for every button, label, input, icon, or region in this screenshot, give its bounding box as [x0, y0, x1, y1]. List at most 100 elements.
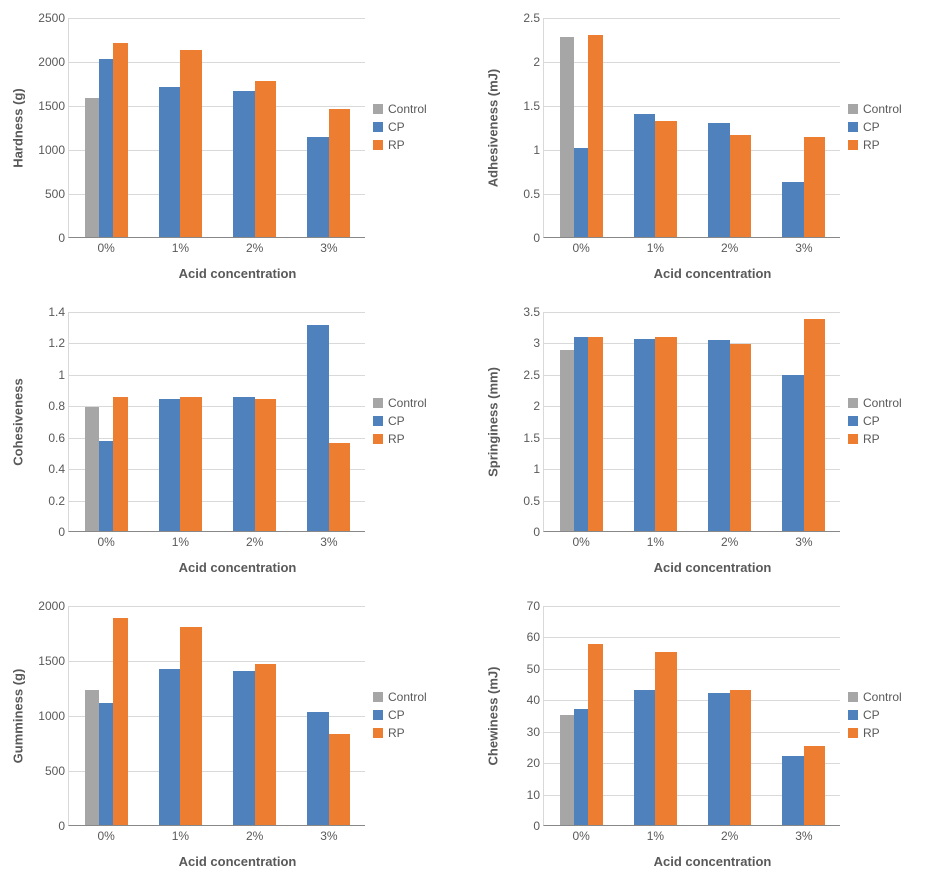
legend-item-control: Control — [848, 102, 902, 116]
bar-rp — [655, 121, 677, 237]
legend-swatch — [848, 434, 858, 444]
xtick-label: 3% — [795, 237, 812, 255]
legend-swatch — [373, 122, 383, 132]
bar-rp — [804, 746, 826, 825]
chart-panel-hardness: 050010001500200025000%1%2%3%Acid concent… — [0, 0, 475, 294]
ytick-label: 2500 — [38, 11, 69, 25]
legend-item-control: Control — [373, 102, 427, 116]
plot-area: 00.511.522.50%1%2%3% — [543, 18, 840, 238]
bar-rp — [255, 81, 277, 237]
chart-panel-springiness: 00.511.522.533.50%1%2%3%Acid concentrati… — [475, 294, 950, 588]
legend: ControlCPRP — [848, 102, 902, 156]
bar-cp — [708, 340, 730, 531]
xtick-label: 0% — [97, 237, 114, 255]
xtick-label: 1% — [647, 531, 664, 549]
bar-cp — [233, 397, 255, 531]
legend: Control CP RP — [373, 690, 427, 744]
ytick-label: 2 — [533, 399, 544, 413]
ytick-label: 0.5 — [523, 494, 544, 508]
legend-item-cp: CP — [848, 414, 902, 428]
legend-swatch — [373, 416, 383, 426]
ytick-label: 2 — [533, 55, 544, 69]
bar-cp — [99, 441, 113, 531]
yaxis-label: Hardness (g) — [11, 88, 26, 167]
bar-cp — [634, 339, 656, 531]
plot-area: 0102030405060700%1%2%3% — [543, 606, 840, 826]
ytick-label: 1500 — [38, 99, 69, 113]
bar-rp — [730, 690, 752, 825]
legend-item-rp: RP — [373, 432, 427, 446]
xaxis-label: Acid concentration — [654, 854, 772, 869]
bar-cp — [782, 182, 804, 237]
ytick-label: 0.4 — [48, 462, 69, 476]
legend-swatch — [373, 398, 383, 408]
xtick-label: 2% — [246, 531, 263, 549]
bar-cp — [99, 703, 113, 825]
legend-label: CP — [863, 708, 880, 722]
legend-swatch — [848, 122, 858, 132]
bar-rp — [804, 137, 826, 237]
legend-swatch — [848, 416, 858, 426]
bar-rp — [329, 109, 351, 237]
legend: ControlCPRP — [373, 396, 427, 450]
chart-panel-adhesiveness: 00.511.522.50%1%2%3%Acid concentrationAd… — [475, 0, 950, 294]
legend-label: Control — [863, 102, 902, 116]
ytick-label: 0.2 — [48, 494, 69, 508]
ytick-label: 1.5 — [523, 431, 544, 445]
xtick-label: 0% — [572, 825, 589, 843]
ytick-label: 0 — [533, 819, 544, 833]
bar-rp — [113, 43, 127, 237]
legend-swatch — [848, 398, 858, 408]
plot-area: 05001000150020000%1%2%3% — [68, 606, 365, 826]
legend-swatch — [373, 710, 383, 720]
bar-rp — [255, 664, 277, 825]
legend-label: Control — [388, 396, 427, 410]
yaxis-label: Springiness (mm) — [486, 367, 501, 477]
gridline — [544, 606, 840, 607]
legend: Control CP RP — [373, 102, 427, 156]
gridline — [69, 18, 365, 19]
xtick-label: 2% — [721, 531, 738, 549]
ytick-label: 0 — [58, 525, 69, 539]
ytick-label: 0 — [58, 231, 69, 245]
bar-cp — [307, 137, 329, 237]
legend-swatch — [848, 710, 858, 720]
legend-label: CP — [388, 708, 405, 722]
bar-cp — [307, 712, 329, 825]
legend-item-rp: RP — [848, 138, 902, 152]
gridline — [544, 18, 840, 19]
bar-control — [85, 98, 99, 237]
ytick-label: 1500 — [38, 654, 69, 668]
legend-label: RP — [863, 138, 880, 152]
bar-rp — [180, 50, 202, 237]
ytick-label: 40 — [527, 693, 544, 707]
bar-rp — [588, 644, 602, 825]
xtick-label: 2% — [246, 237, 263, 255]
xtick-label: 1% — [172, 531, 189, 549]
bar-cp — [574, 709, 588, 825]
ytick-label: 0 — [533, 231, 544, 245]
bar-cp — [708, 693, 730, 825]
legend-swatch — [373, 140, 383, 150]
plot-area: 00.511.522.533.50%1%2%3% — [543, 312, 840, 532]
legend-item-rp: RP — [848, 432, 902, 446]
ytick-label: 1.4 — [48, 305, 69, 319]
legend-label: RP — [863, 726, 880, 740]
legend-label: CP — [388, 120, 405, 134]
ytick-label: 2000 — [38, 599, 69, 613]
bar-rp — [655, 652, 677, 825]
bar-control — [85, 407, 99, 531]
bar-cp — [634, 114, 656, 237]
xtick-label: 1% — [647, 237, 664, 255]
bar-cp — [708, 123, 730, 237]
bar-rp — [730, 344, 752, 531]
ytick-label: 500 — [45, 764, 69, 778]
legend-label: RP — [388, 138, 405, 152]
bar-rp — [113, 397, 127, 531]
bar-cp — [159, 669, 181, 825]
bar-cp — [634, 690, 656, 825]
xtick-label: 2% — [246, 825, 263, 843]
xaxis-label: Acid concentration — [179, 854, 297, 869]
legend-label: Control — [388, 690, 427, 704]
legend-label: RP — [388, 726, 405, 740]
